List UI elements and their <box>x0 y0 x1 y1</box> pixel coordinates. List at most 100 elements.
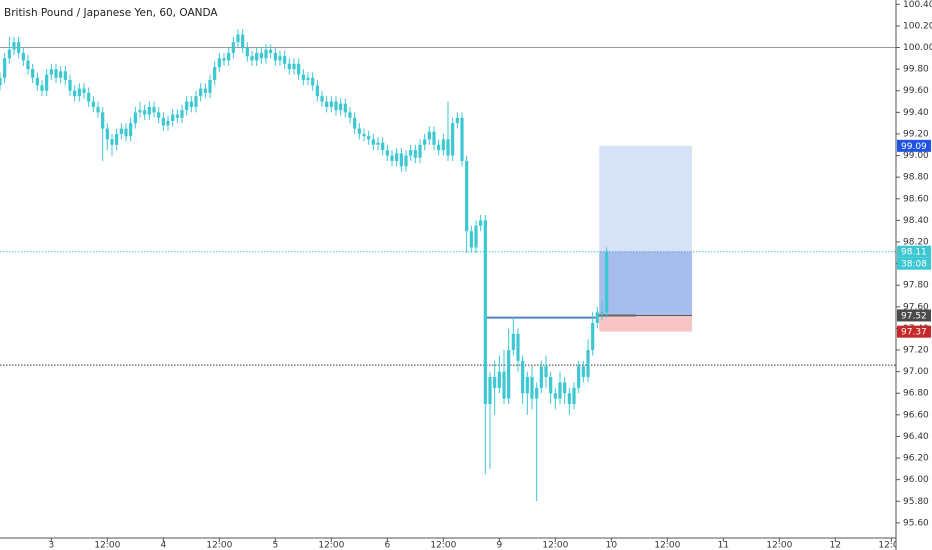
y-tick-label: 100.00 <box>903 43 932 53</box>
candle-body <box>194 96 198 107</box>
candle-body <box>474 225 478 248</box>
candle-body <box>82 88 86 93</box>
candle-body <box>119 128 123 134</box>
y-tick-label: 95.80 <box>903 497 929 507</box>
candle-body <box>129 123 133 137</box>
y-tick-label: 99.00 <box>903 151 929 161</box>
candle-body <box>17 42 21 53</box>
x-tick-label: 9 <box>496 541 502 550</box>
candle-body <box>217 58 221 67</box>
candle-body <box>311 77 315 86</box>
candle-body <box>469 231 473 248</box>
y-tick-label: 98.40 <box>903 216 929 226</box>
candle-body <box>269 49 273 53</box>
y-tick-label: 98.20 <box>903 237 929 247</box>
y-tick-label: 97.00 <box>903 367 929 377</box>
candle-body <box>157 112 161 118</box>
candle-body <box>87 92 91 102</box>
candle-body <box>49 69 53 75</box>
candle-body <box>516 333 520 361</box>
candle-body <box>77 88 81 97</box>
candle-body <box>558 382 562 399</box>
y-tick-label: 96.40 <box>903 432 929 442</box>
candle-body <box>208 79 212 93</box>
candle-body <box>31 69 35 78</box>
candle-body <box>213 66 217 80</box>
candle-body <box>553 393 557 399</box>
x-tick-label: 11 <box>718 541 729 550</box>
target-zone <box>599 145 693 316</box>
price-tag <box>897 325 931 338</box>
price-tag-label: 97.37 <box>901 328 927 338</box>
candle-body <box>306 77 310 80</box>
candle-body <box>199 88 203 97</box>
candle-body <box>521 360 525 394</box>
candle-body <box>105 128 109 140</box>
x-tick-label: 12:00 <box>94 541 120 550</box>
candle-body <box>115 133 119 145</box>
candle-body <box>479 220 483 226</box>
candle-body <box>185 101 189 111</box>
candle-body <box>152 106 156 113</box>
candle-body <box>26 60 30 70</box>
candle-body <box>250 56 254 61</box>
candle-body <box>423 139 427 145</box>
candle-body <box>409 150 413 156</box>
candle-body <box>446 139 450 156</box>
candle-body <box>255 52 259 61</box>
candle-body <box>413 150 417 158</box>
candle-body <box>96 106 100 113</box>
candle-body <box>460 117 464 161</box>
x-tick-label: 4 <box>160 541 166 550</box>
countdown-label: 38:08 <box>901 260 927 270</box>
candle-body <box>539 366 543 388</box>
candle-body <box>287 63 291 70</box>
countdown-tag <box>897 257 931 270</box>
candle-body <box>567 393 571 405</box>
price-tag-label: 99.09 <box>901 142 927 152</box>
candle-body <box>362 133 366 137</box>
candle-body <box>418 144 422 158</box>
candle-body <box>301 74 305 80</box>
y-tick-label: 95.60 <box>903 518 929 528</box>
candle-body <box>535 387 539 399</box>
x-tick-label: 6 <box>384 541 390 550</box>
price-tag-label: 97.52 <box>901 311 927 321</box>
candle-body <box>465 160 469 232</box>
candle-body <box>3 58 7 78</box>
candle-body <box>357 128 361 134</box>
y-tick-label: 97.60 <box>903 302 929 312</box>
candle-body <box>376 142 380 145</box>
y-tick-label: 99.40 <box>903 108 929 118</box>
candle-body <box>329 101 333 107</box>
candle-body <box>544 366 548 378</box>
open-profit-zone <box>599 251 693 316</box>
candle-body <box>283 56 287 64</box>
candle-body <box>441 139 445 151</box>
candle-body <box>581 366 585 378</box>
candle-body <box>427 131 431 140</box>
candle-body <box>292 63 296 70</box>
candle-body <box>241 34 245 48</box>
candle-body <box>572 387 576 405</box>
price-tag <box>897 309 931 322</box>
x-tick-label: 12:00 <box>654 541 680 550</box>
candle-body <box>189 101 193 107</box>
candle-body <box>0 77 2 86</box>
x-tick-label: 12:00 <box>318 541 344 550</box>
price-tag <box>897 245 931 258</box>
y-tick-label: 97.20 <box>903 346 929 356</box>
candle-body <box>343 103 347 113</box>
candle-body <box>455 117 459 124</box>
candle-body <box>502 371 506 399</box>
candle-body <box>245 47 249 57</box>
y-tick-label: 99.80 <box>903 65 929 75</box>
candle-body <box>143 110 147 115</box>
candle-body <box>21 52 25 61</box>
candle-body <box>549 377 553 394</box>
y-tick-label: 99.60 <box>903 86 929 96</box>
y-tick-label: 99.20 <box>903 129 929 139</box>
candle-body <box>525 377 529 394</box>
candle-body <box>73 90 77 97</box>
